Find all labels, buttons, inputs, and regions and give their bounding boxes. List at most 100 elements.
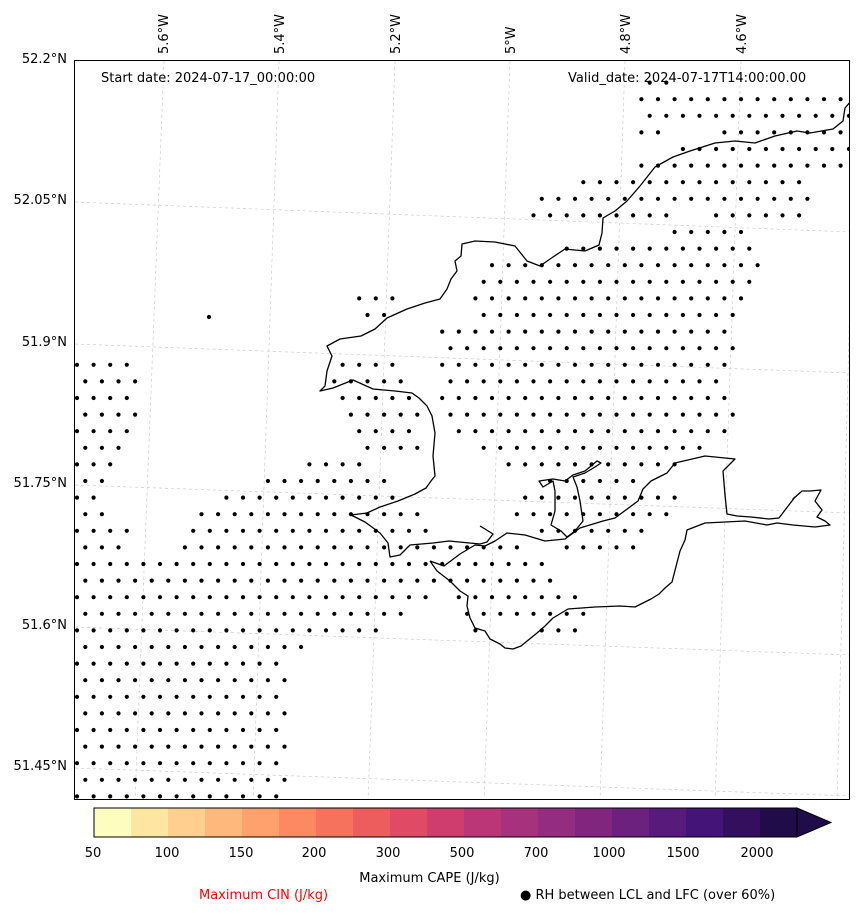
rh-dot [556, 263, 561, 268]
rh-dot [207, 694, 212, 699]
rh-dot [581, 346, 586, 351]
map-panel: Start date: 2024-07-17_00:00:00 Valid_da… [74, 60, 850, 800]
rh-dot [390, 528, 395, 533]
rh-dot [755, 130, 760, 135]
rh-dot [473, 429, 478, 434]
rh-dot [548, 213, 553, 218]
colorbar-tick-100: 100 [154, 846, 180, 861]
rh-dot [274, 794, 279, 799]
rh-dot [664, 113, 669, 118]
rh-dot [274, 661, 279, 666]
rh-dot [722, 329, 727, 334]
rh-dot [224, 495, 229, 500]
rh-dot [572, 595, 578, 600]
rh-dot [199, 644, 204, 650]
rh-dot [498, 611, 503, 616]
colorbar-segment [538, 808, 575, 837]
rh-dot [216, 545, 221, 550]
rh-dot [216, 512, 221, 517]
rh-dot [456, 362, 461, 367]
rh-dot [572, 296, 578, 301]
rh-dot [390, 296, 395, 301]
rh-dot [730, 312, 735, 318]
rh-dot [506, 595, 511, 600]
rh-dot [265, 678, 270, 683]
rh-dot [614, 545, 619, 550]
lon-label-5.4W: 5.4°W [273, 13, 288, 54]
rh-dot [606, 362, 611, 367]
rh-dot [357, 595, 362, 600]
rh-dot [730, 412, 735, 417]
rh-dot [240, 561, 246, 567]
rh-dot [199, 578, 204, 583]
rh-dot [307, 561, 312, 567]
rh-dot [647, 246, 652, 251]
rh-dot [249, 777, 254, 782]
rh-dot [539, 495, 544, 500]
rh-dot [747, 246, 752, 251]
rh-dot [572, 196, 578, 201]
rh-dot [556, 462, 561, 467]
rh-dot [738, 229, 744, 235]
rh-dot [514, 611, 519, 616]
rh-dot [357, 395, 362, 401]
colorbar-tick-2000: 2000 [740, 846, 774, 861]
rh-dot [166, 744, 171, 749]
rh-dot [631, 312, 636, 318]
rh-dot [199, 678, 204, 683]
rh-dot [581, 611, 586, 616]
rh-dot [473, 362, 478, 367]
rh-dot [531, 379, 536, 384]
rh-dot [124, 628, 129, 633]
rh-dot [199, 711, 204, 716]
rh-dot [91, 794, 96, 799]
rh-dot [722, 362, 727, 367]
rh-dot [548, 578, 553, 583]
rh-dot [514, 379, 519, 384]
rh-dot [572, 429, 578, 434]
rh-dot [622, 462, 627, 467]
rh-dot [556, 296, 561, 301]
rh-dot [257, 661, 262, 666]
rh-dot [365, 478, 370, 484]
lon-label-5W: 5°W [504, 26, 519, 54]
rh-dot [473, 628, 478, 633]
rh-dot [514, 545, 519, 550]
rh-dot [581, 246, 586, 251]
rh-dot [539, 329, 544, 334]
rh-dot [357, 495, 362, 500]
rh-dot [390, 362, 395, 367]
rh-dot [730, 279, 735, 284]
rh-dot [572, 495, 578, 500]
rh-dot [141, 561, 146, 567]
rh-dot [108, 761, 113, 766]
rh-dot [564, 379, 569, 384]
rh-dot [647, 512, 652, 517]
gridlines [75, 61, 849, 799]
rh-dot [216, 611, 221, 616]
rh-dot [240, 661, 246, 666]
rh-dot [780, 113, 785, 118]
rh-dot [548, 312, 553, 318]
rh-dot [307, 595, 312, 600]
rh-dot [124, 761, 129, 766]
rh-dot [282, 611, 287, 616]
rh-dot [722, 429, 727, 434]
rh-dot [108, 661, 113, 666]
rh-dot [631, 512, 636, 517]
rh-dot [232, 744, 237, 749]
rh-dot [166, 777, 171, 782]
rh-dot [157, 661, 163, 666]
rh-dot [606, 329, 611, 334]
rh-dot [83, 445, 88, 450]
rh-dot [639, 163, 644, 168]
rh-dot [282, 478, 287, 484]
rh-dot [299, 545, 304, 550]
rh-dot [514, 346, 519, 351]
rh-dot [655, 429, 661, 434]
rh-dot [282, 644, 287, 650]
rh-dot [149, 711, 154, 716]
rh-dot [722, 296, 727, 301]
colorbar-segment [94, 808, 131, 837]
rh-dot [647, 113, 652, 118]
